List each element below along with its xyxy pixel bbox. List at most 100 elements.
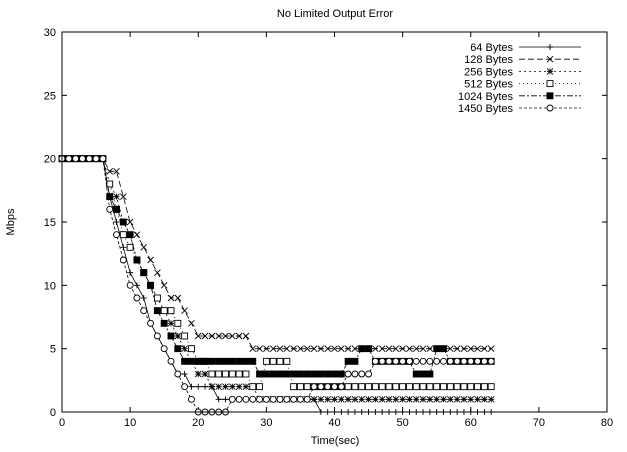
data-point [317,383,325,391]
data-point [147,281,155,289]
data-point [460,357,468,365]
data-point [119,218,127,226]
data-point [344,370,352,378]
data-point [127,269,134,276]
data-point [426,396,434,403]
y-tick-label: 10 [44,280,56,292]
x-tick-label: 0 [59,417,65,429]
x-tick-label: 20 [192,417,204,429]
data-point [249,395,257,403]
data-point [310,396,318,403]
data-point [140,244,148,251]
data-point [440,345,447,353]
data-point [337,383,345,391]
data-point [167,357,175,365]
data-point [140,307,148,315]
data-point [181,307,188,314]
data-point [392,383,400,391]
x-axis-label: Time(sec) [311,435,359,447]
data-point [331,396,338,403]
series-line [62,158,492,375]
data-point [147,319,155,327]
data-point [385,383,393,391]
legend-marker [547,44,553,50]
data-point [174,319,182,327]
y-tick-label: 15 [44,217,56,229]
data-point [433,383,441,391]
data-point [222,370,229,378]
data-point [262,370,270,378]
data-point [405,357,413,365]
data-point [215,396,222,403]
data-point [433,357,441,365]
data-point [344,345,352,352]
data-point [324,345,332,352]
data-point [419,357,427,365]
data-point [290,395,298,403]
data-point [133,282,140,289]
data-point [269,357,277,365]
x-tick-label: 80 [601,417,613,429]
data-point [283,395,291,403]
data-point [119,231,127,239]
data-point [296,383,304,391]
data-point [296,370,304,378]
data-point [181,383,189,391]
data-point [426,383,434,391]
data-point [249,383,257,391]
data-point [195,383,202,390]
data-point [113,168,120,175]
data-point [160,307,168,315]
data-point [426,345,434,352]
data-point [174,345,182,353]
data-point [133,231,141,238]
data-point [119,256,127,264]
data-point [85,155,93,163]
data-point [412,345,420,352]
x-tick-label: 10 [124,417,136,429]
data-point [440,383,447,391]
data-point [453,383,461,391]
data-point [167,307,175,315]
data-point [256,395,264,403]
data-point [228,383,236,390]
data-point [228,395,236,403]
data-point [290,383,298,391]
data-point [474,357,482,365]
data-point [378,357,386,365]
data-point [351,396,359,403]
data-point [65,155,73,163]
data-point [126,243,134,251]
data-point [242,332,250,340]
data-point [344,383,352,391]
data-point [399,396,406,403]
data-point [242,370,250,378]
data-point [303,383,311,391]
data-point [269,345,277,352]
series-line [62,158,492,350]
data-point [188,383,195,390]
data-point [365,370,373,378]
series-4 [58,155,495,378]
data-point [453,396,461,403]
x-tick-label: 30 [260,417,272,429]
data-point [331,345,338,352]
data-point [440,357,447,365]
data-point [269,395,277,403]
data-point [181,345,188,352]
data-point [113,193,120,200]
data-point [331,370,338,378]
data-point [235,332,243,340]
data-point [351,383,359,391]
y-tick-label: 20 [44,154,56,166]
data-point [153,307,161,315]
data-point [392,396,400,403]
data-point [99,155,107,163]
data-point [140,295,147,301]
y-tick-label: 25 [44,90,56,102]
data-point [371,357,379,365]
data-point [113,205,120,213]
data-point [215,370,223,378]
data-point [106,168,114,175]
data-point [228,357,236,365]
